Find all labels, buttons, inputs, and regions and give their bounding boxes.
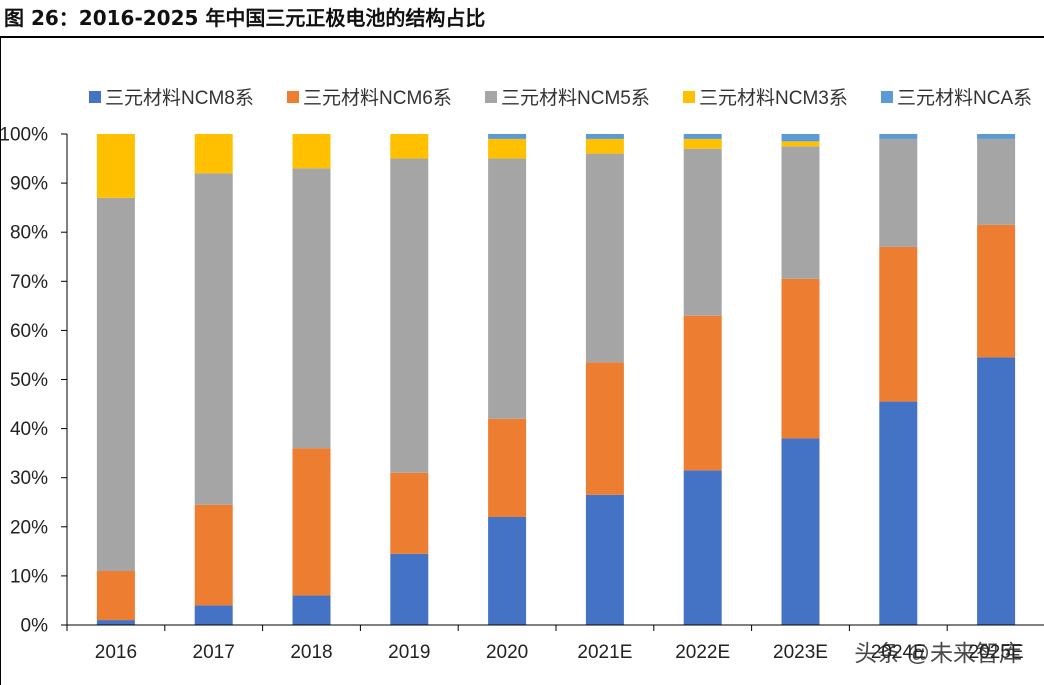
bar-segment	[879, 138, 918, 247]
bar-segment	[977, 134, 1016, 139]
bar-segment	[194, 605, 233, 625]
x-tick-label: 2022E	[675, 642, 730, 663]
legend-label: 三元材料NCM3系	[699, 87, 848, 109]
x-tick-label: 2020	[486, 642, 528, 663]
legend-swatch	[287, 91, 299, 103]
bar-segment	[683, 148, 722, 316]
y-tick-label: 30%	[10, 468, 48, 489]
legend-swatch	[881, 91, 893, 103]
y-tick-label: 90%	[10, 174, 48, 195]
bar-segment	[390, 158, 429, 473]
bar-segment	[781, 134, 820, 142]
bar-segment	[96, 570, 135, 621]
legend-label: 三元材料NCM6系	[303, 87, 452, 109]
bar-segment	[683, 134, 722, 139]
figure-title: 图 26：2016-2025 年中国三元正极电池的结构占比	[4, 6, 486, 30]
frame-left-border	[0, 38, 1, 685]
bar-segment	[96, 197, 135, 571]
bar-segment	[292, 448, 331, 596]
x-tick-label: 2023E	[773, 642, 828, 663]
bar-segment	[781, 438, 820, 625]
bar-segment	[96, 620, 135, 625]
bar-segment	[879, 401, 918, 625]
bar-segment	[194, 134, 233, 174]
x-tick-label: 2019	[388, 642, 430, 663]
bar-segment	[194, 173, 233, 505]
bar-segment	[390, 472, 429, 554]
x-tick-label: 2025E	[969, 642, 1024, 663]
bar-segment	[683, 138, 722, 149]
bar-segment	[683, 470, 722, 625]
bar-segment	[390, 134, 429, 159]
bar-segment	[781, 146, 820, 279]
bar-segment	[879, 134, 918, 139]
bar-segment	[977, 224, 1016, 358]
bar-segment	[781, 278, 820, 439]
bar-segment	[977, 357, 1016, 625]
bar-segment	[585, 153, 624, 363]
bar-segment	[585, 494, 624, 625]
watermark-text: 头条 @未来智库	[854, 640, 1022, 666]
legend-label: 三元材料NCM8系	[105, 87, 254, 109]
bar-segment	[488, 516, 527, 625]
bar-segment	[683, 315, 722, 471]
title-rule	[0, 36, 1044, 38]
y-tick-label: 20%	[10, 517, 48, 538]
y-tick-label: 100%	[0, 125, 48, 146]
bar-segments	[96, 134, 1016, 625]
bar-segment	[194, 504, 233, 606]
legend-swatch	[683, 91, 695, 103]
x-tick-label: 2016	[95, 642, 137, 663]
x-tick-label: 2021E	[577, 642, 632, 663]
bar-segment	[390, 553, 429, 625]
y-tick-label: 10%	[10, 566, 48, 587]
chart-legend: 三元材料NCM8系 三元材料NCM6系 三元材料NCM5系 三元材料NCM3系 三元材料…	[89, 87, 1032, 109]
x-tick-label: 2024E	[871, 642, 926, 663]
y-tick-label: 60%	[10, 321, 48, 342]
chart-axes: 0% 10% 20% 30% 40% 50% 60% 70% 80% 90% 100% 2016 201…	[0, 125, 1044, 663]
bar-segment	[96, 134, 135, 198]
bar-segment	[292, 168, 331, 449]
y-tick-label: 80%	[10, 223, 48, 244]
y-tick-label: 50%	[10, 370, 48, 391]
y-tick-label: 70%	[10, 272, 48, 293]
bar-segment	[977, 138, 1016, 225]
x-tick-label: 2018	[290, 642, 332, 663]
legend-swatch	[89, 91, 101, 103]
bar-segment	[488, 134, 527, 139]
x-tick-label: 2017	[193, 642, 235, 663]
bar-segment	[585, 362, 624, 495]
bar-segment	[292, 595, 331, 625]
bar-segment	[488, 138, 527, 159]
bar-segment	[585, 134, 624, 139]
bar-segment	[488, 158, 527, 419]
bar-segment	[292, 134, 331, 169]
legend-swatch	[485, 91, 497, 103]
legend-label: 三元材料NCM5系	[501, 87, 650, 109]
y-tick-label: 40%	[10, 419, 48, 440]
bar-segment	[585, 138, 624, 154]
bar-segment	[781, 141, 820, 147]
legend-label: 三元材料NCA系	[897, 87, 1032, 109]
bar-segment	[488, 418, 527, 517]
bar-segment	[879, 246, 918, 402]
y-tick-label: 0%	[21, 616, 49, 637]
